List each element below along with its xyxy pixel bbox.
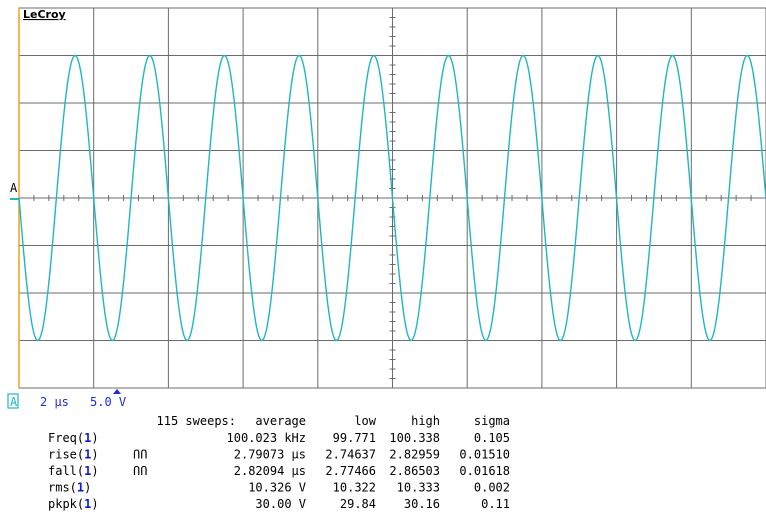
- measurement-name: Freq(1): [48, 431, 99, 445]
- measurement-sigma: 0.01510: [459, 448, 510, 462]
- channel-status-bar: A 2 µs 5.0 V: [7, 393, 126, 409]
- measurement-low: 29.84: [340, 497, 376, 511]
- measurement-name: pkpk(1): [48, 497, 99, 511]
- measurement-average: 10.326 V: [248, 481, 306, 495]
- timebase-readout: 2 µs: [40, 395, 69, 409]
- measurement-sigma: 0.105: [474, 431, 510, 445]
- measurement-sigma: 0.002: [474, 481, 510, 495]
- pulse-icon: ՈՈ: [133, 464, 147, 478]
- measurement-high: 30.16: [404, 497, 440, 511]
- measurement-sigma: 0.11: [481, 497, 510, 511]
- sweeps-label: 115 sweeps:: [157, 414, 236, 428]
- trigger-marker-label: A: [10, 181, 18, 195]
- measurement-low: 10.322: [333, 481, 376, 495]
- volts-per-div-readout: 5.0 V: [90, 395, 126, 409]
- measurement-name: rise(1): [48, 448, 99, 462]
- column-header: high: [411, 414, 440, 428]
- waveform-trace: [18, 54, 766, 342]
- column-header: average: [255, 414, 306, 428]
- measurement-high: 100.338: [389, 431, 440, 445]
- measurement-average: 2.79073 µs: [234, 448, 306, 462]
- measurement-sigma: 0.01618: [459, 464, 510, 478]
- column-header: sigma: [474, 414, 510, 428]
- pulse-icon: ՈՈ: [133, 448, 147, 462]
- measurement-low: 2.77466: [325, 464, 376, 478]
- channel-a-icon: [7, 393, 19, 409]
- channel-marker: A: [10, 395, 18, 409]
- measurement-low: 99.771: [333, 431, 376, 445]
- trigger-level-marker: A: [10, 181, 19, 200]
- measurement-name: rms(1): [48, 481, 91, 495]
- measurement-high: 2.86503: [389, 464, 440, 478]
- column-header: low: [354, 414, 376, 428]
- measurement-low: 2.74637: [325, 448, 376, 462]
- measurement-high: 2.82959: [389, 448, 440, 462]
- measurement-average: 2.82094 µs: [234, 464, 306, 478]
- measurement-name: fall(1): [48, 464, 99, 478]
- brand-logo: LeCroy: [23, 8, 66, 21]
- measurement-average: 100.023 kHz: [227, 431, 306, 445]
- measurement-table: 115 sweeps: average low high sigma Freq(1) 100…: [48, 414, 510, 511]
- measurement-high: 10.333: [397, 481, 440, 495]
- measurement-average: 30.00 V: [255, 497, 306, 511]
- trigger-position-icon: [113, 389, 121, 394]
